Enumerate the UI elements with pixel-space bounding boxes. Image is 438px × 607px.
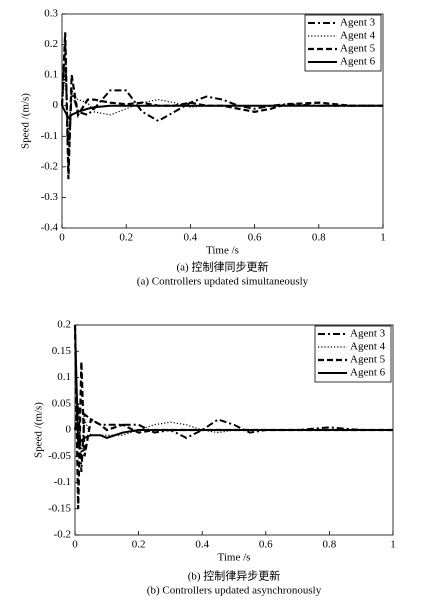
- legend-box: [304, 14, 382, 72]
- x-tick-label: 0.4: [184, 232, 198, 244]
- legend-label: Agent 5: [350, 354, 386, 366]
- y-tick-label: -0.15: [48, 502, 71, 514]
- series-line: [61, 104, 383, 120]
- legend-label: Agent 6: [340, 56, 376, 68]
- x-axis-label: Time /s: [206, 245, 239, 257]
- caption-en: (b) Controllers updated asynchronously: [147, 585, 322, 597]
- x-tick-label: 0.6: [248, 232, 262, 244]
- x-tick-label: 0: [59, 232, 65, 244]
- y-tick-label: 0.2: [44, 38, 58, 50]
- y-tick-label: -0.2: [54, 529, 71, 541]
- x-tick-label: 0.6: [259, 539, 273, 551]
- y-axis-label: Speed /(m/s): [33, 402, 45, 458]
- legend-label: Agent 3: [340, 17, 376, 29]
- legend-label: Agent 6: [350, 367, 386, 379]
- y-tick-label: 0.1: [57, 371, 71, 383]
- y-tick-label: 0.15: [52, 345, 72, 357]
- y-tick-label: 0.3: [44, 8, 58, 20]
- legend-label: Agent 4: [350, 341, 386, 353]
- x-tick-label: 0.2: [132, 539, 146, 551]
- series-line: [74, 403, 393, 473]
- caption-cn: (b) 控制律异步更新: [188, 569, 281, 583]
- series-line: [74, 324, 393, 450]
- y-tick-label: -0.1: [54, 476, 71, 488]
- x-tick-label: 0.2: [119, 232, 133, 244]
- y-tick-label: 0.1: [44, 69, 58, 81]
- y-tick-label: 0.05: [52, 397, 72, 409]
- caption-cn: (a) 控制律同步更新: [177, 260, 269, 274]
- x-tick-label: 0: [72, 539, 78, 551]
- plot-frame: [61, 13, 384, 229]
- y-tick-label: 0.2: [57, 319, 71, 331]
- x-axis-label: Time /s: [218, 552, 251, 564]
- y-axis-label: Speed /(m/s): [20, 93, 32, 149]
- y-tick-label: -0.05: [48, 450, 71, 462]
- y-tick-label: -0.2: [41, 160, 58, 172]
- y-tick-label: -0.1: [41, 130, 58, 142]
- legend-label: Agent 4: [340, 30, 376, 42]
- x-tick-label: 0.8: [323, 539, 337, 551]
- legend-label: Agent 5: [340, 43, 376, 55]
- x-tick-label: 0.8: [312, 232, 326, 244]
- y-tick-label: 0: [66, 424, 72, 436]
- y-tick-label: -0.4: [41, 222, 59, 234]
- caption-en: (a) Controllers updated simultaneously: [137, 276, 309, 288]
- x-tick-label: 1: [380, 232, 386, 244]
- legend-label: Agent 3: [350, 328, 386, 340]
- y-tick-label: 0: [53, 99, 59, 111]
- y-tick-label: -0.3: [41, 191, 59, 203]
- x-tick-label: 1: [390, 539, 396, 551]
- x-tick-label: 0.4: [195, 539, 209, 551]
